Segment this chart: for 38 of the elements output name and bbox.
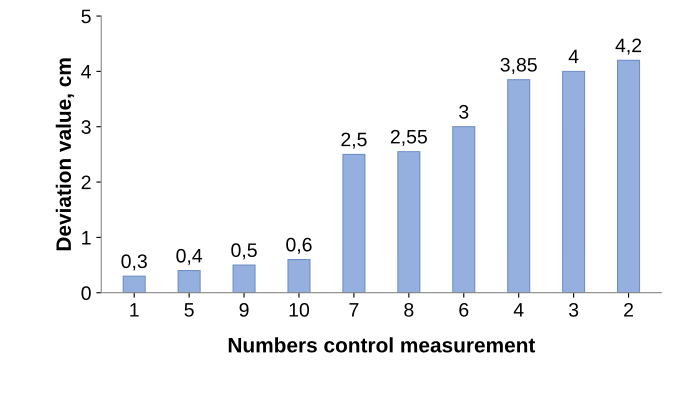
data-label: 4,2	[615, 38, 642, 55]
data-label: 2,55	[390, 130, 427, 146]
bar	[507, 79, 530, 293]
x-tick-label: 9	[240, 302, 249, 317]
bar	[178, 270, 201, 293]
y-tick-label: 1	[82, 231, 91, 244]
y-tick-label: 4	[81, 65, 91, 78]
data-label: 4	[568, 50, 578, 64]
x-tick-label: 2	[624, 302, 633, 317]
bar	[562, 70, 586, 293]
data-label: 0,3	[121, 254, 147, 270]
bar	[122, 276, 146, 293]
y-tick-label: 5	[81, 10, 91, 24]
y-tick-label: 3	[81, 120, 91, 134]
bar	[617, 60, 640, 293]
x-tick-label: 10	[290, 302, 310, 317]
bar	[397, 151, 420, 293]
x-tick-label: 3	[568, 302, 578, 317]
x-axis-title: Numbers control measurement	[228, 337, 536, 353]
x-tick-label: 8	[404, 302, 414, 317]
y-tick-label: 0	[81, 286, 91, 300]
data-label: 0,4	[176, 248, 202, 265]
data-label: 0,6	[286, 238, 312, 254]
data-label: 2,5	[341, 132, 367, 149]
bar	[452, 126, 476, 293]
data-label: 3,85	[500, 58, 537, 74]
x-tick-label: 7	[350, 303, 358, 317]
x-tick-label: 4	[514, 303, 524, 317]
data-label: 0,5	[231, 243, 257, 260]
bar	[232, 264, 256, 293]
x-tick-label: 6	[459, 302, 468, 317]
x-tick-label: 1	[130, 303, 139, 317]
x-tick-label: 5	[184, 303, 194, 317]
bar	[342, 154, 366, 293]
data-label: 3	[459, 104, 468, 119]
y-tick-label: 2	[82, 176, 91, 190]
bar	[287, 258, 311, 293]
y-axis-title: Deviation value, cm	[56, 58, 74, 250]
